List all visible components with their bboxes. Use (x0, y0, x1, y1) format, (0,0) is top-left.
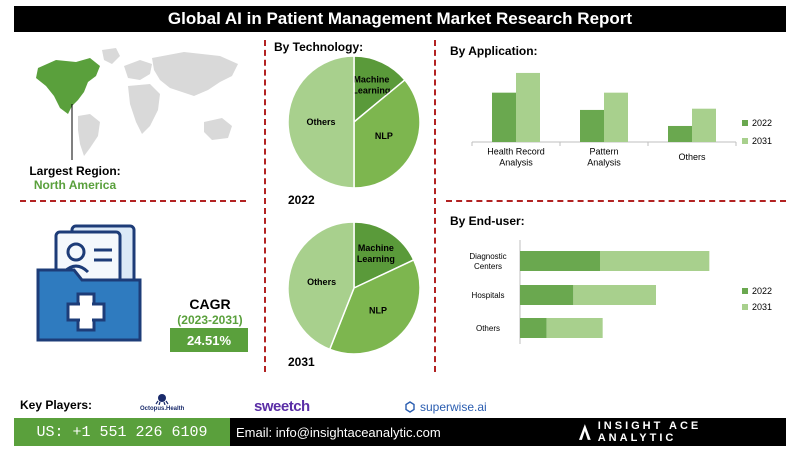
north-america-shape (36, 58, 100, 114)
divider-application (446, 200, 786, 202)
player-name: Octopus.Health (140, 406, 185, 412)
largest-region: Largest Region: North America (20, 164, 130, 192)
legend-label-2031: 2031 (752, 302, 772, 312)
medical-folder-icon (36, 224, 142, 342)
cagr-value: 24.51% (170, 328, 248, 352)
pie-slice-nlp (328, 258, 421, 355)
app-bar-2022 (668, 125, 692, 142)
enduser-bar-2031 (573, 285, 656, 305)
divider-region (20, 200, 246, 202)
pie-slice-nlp (353, 78, 421, 189)
app-bar-2031 (692, 108, 716, 142)
europe-shape (124, 60, 152, 80)
player-superwise: superwise.ai (404, 400, 487, 414)
pie-chart-2031: Machine Learning NLP Others (287, 221, 421, 355)
enduser-category-label: Hospitals (472, 291, 505, 300)
end-user-label: By End-user: (450, 214, 525, 228)
africa-shape (128, 84, 160, 134)
pie-slice-machine-learning (353, 221, 415, 290)
enduser-category-label: Diagnostic Centers (469, 252, 506, 271)
legend-swatch-2031 (742, 138, 748, 144)
pie-2031-year: 2031 (288, 355, 315, 369)
pie-label-nlp: NLP (369, 306, 387, 316)
legend-swatch-2022 (742, 120, 748, 126)
enduser-bar-2022 (520, 318, 547, 338)
cagr-label: CAGR (189, 296, 231, 312)
pie-slice-others (287, 221, 355, 351)
greenland-shape (102, 48, 120, 64)
footer-brand-name: INSIGHT ACE ANALYTIC (597, 420, 702, 444)
pie-label-machine-learning: Machine Learning (352, 74, 390, 95)
pie-label-nlp: NLP (375, 131, 393, 141)
pie-chart-2022: Machine Learning NLP Others (287, 55, 421, 189)
sweetch-logo-icon: sweetch (254, 398, 310, 415)
enduser-bar-2022 (520, 251, 600, 271)
app-category-label: Others (678, 152, 706, 162)
legend-swatch-2022 (742, 288, 748, 294)
largest-region-value: North America (33, 178, 117, 192)
end-user-bar-chart: Diagnostic Centers Hospitals Others 2022 2031 (469, 240, 772, 344)
player-sweetch: sweetch (254, 398, 310, 415)
asia-shape (152, 52, 238, 96)
technology-label: By Technology: (274, 40, 364, 54)
legend-label-2031: 2031 (752, 136, 772, 146)
app-category-label: Health Record Analysis (487, 147, 545, 168)
app-bar-2022 (580, 109, 604, 142)
app-category-label: Pattern Analysis (587, 147, 621, 168)
application-bar-chart: Health Record Analysis Pattern Analysis Othe… (471, 72, 772, 168)
enduser-bar-2031 (600, 251, 710, 271)
divider-right (434, 40, 436, 372)
south-america-shape (78, 114, 100, 156)
divider-left (264, 40, 266, 372)
superwise-logo-icon (405, 401, 415, 413)
enduser-bar-2022 (520, 285, 574, 305)
pie-label-others: Others (307, 277, 336, 287)
legend-swatch-2031 (742, 304, 748, 310)
app-bar-2022 (492, 92, 516, 142)
player-octopus-health: Octopus.Health (140, 393, 184, 412)
enduser-bar-2031 (546, 318, 603, 338)
enduser-category-label: Others (476, 324, 500, 333)
pie-label-others: Others (306, 117, 335, 127)
pie-label-machine-learning: Machine Learning (357, 243, 395, 264)
largest-region-label: Largest Region: (29, 164, 121, 178)
footer-brand: INSIGHT ACE ANALYTIC (578, 418, 786, 446)
cagr-period: (2023-2031) (177, 313, 243, 327)
pie-slice-others (287, 55, 355, 189)
octopus-logo-icon (155, 394, 169, 405)
footer-phone: US: +1 551 226 6109 (14, 418, 230, 446)
legend-label-2022: 2022 (752, 118, 772, 128)
app-bar-2031 (604, 92, 628, 142)
australia-shape (204, 118, 232, 140)
legend-label-2022: 2022 (752, 286, 772, 296)
report-title: Global AI in Patient Management Market R… (14, 6, 786, 32)
application-label: By Application: (450, 44, 538, 58)
player-name: superwise.ai (420, 400, 487, 414)
insightace-logo-icon (578, 424, 591, 440)
pie-2022-year: 2022 (288, 193, 315, 207)
pie-slice-machine-learning (353, 55, 406, 124)
footer-email: Email: info@insightaceanalytic.com (230, 418, 578, 446)
world-map (36, 48, 238, 160)
key-players-label: Key Players: (20, 398, 93, 412)
app-bar-2031 (516, 72, 540, 142)
